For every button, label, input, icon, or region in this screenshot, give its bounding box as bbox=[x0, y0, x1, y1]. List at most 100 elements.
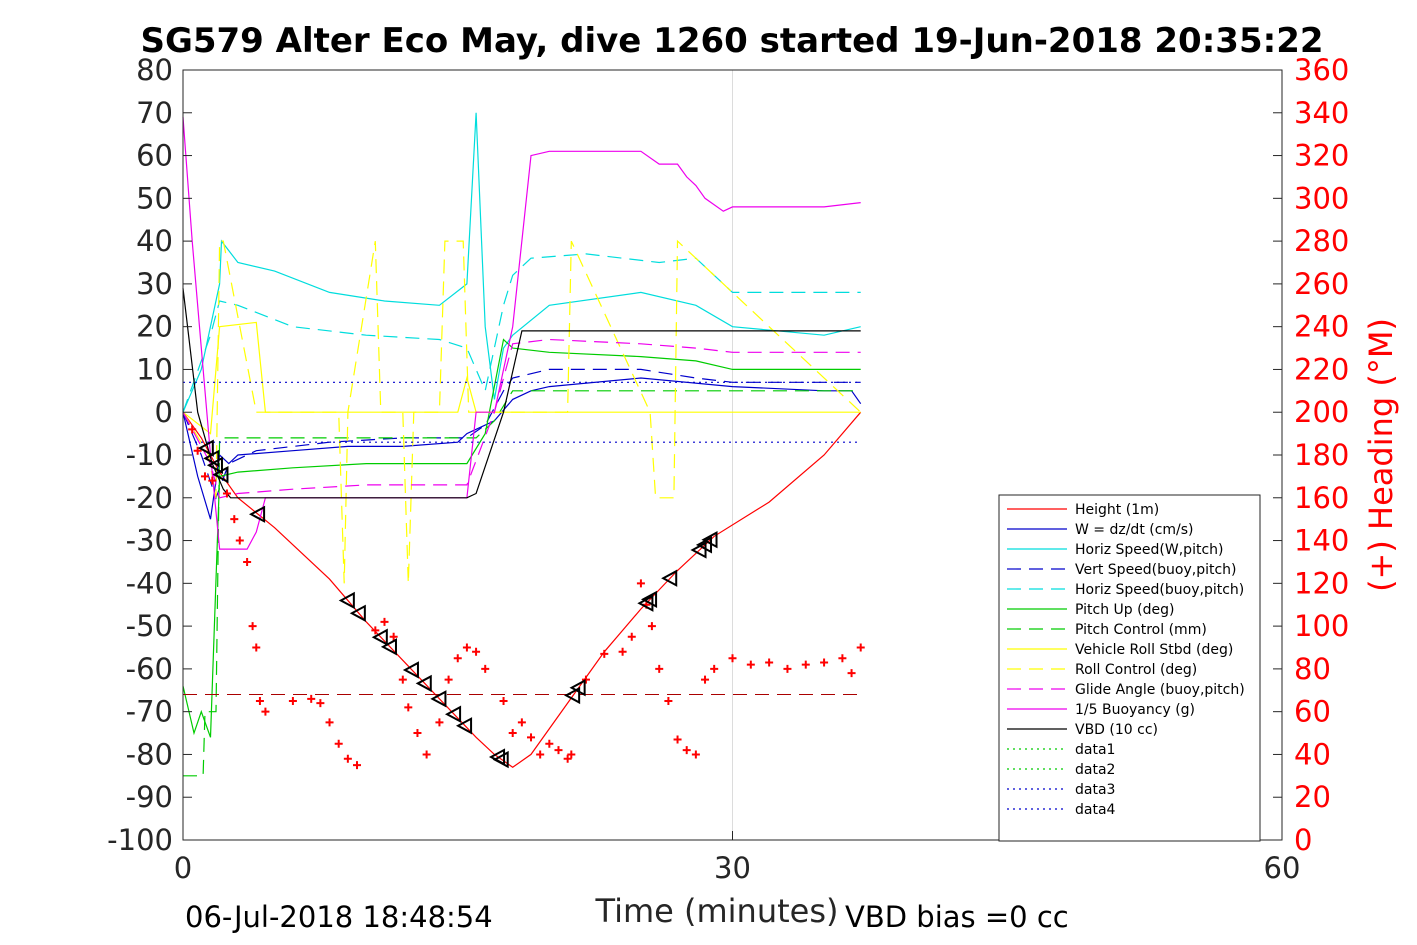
y-tick-label: -60 bbox=[126, 652, 173, 686]
heading-point bbox=[783, 664, 792, 673]
heading-point bbox=[398, 675, 407, 684]
y2-tick-label: 280 bbox=[1294, 224, 1349, 258]
y2-tick-label: 0 bbox=[1294, 823, 1312, 857]
x-tick-label: 0 bbox=[174, 851, 192, 885]
legend-label-data1: data1 bbox=[1075, 742, 1115, 758]
y2-tick-label: 40 bbox=[1294, 737, 1331, 771]
heading-point bbox=[856, 643, 865, 652]
heading-point bbox=[673, 735, 682, 744]
legend-label-vehicle-roll-stbd-deg: Vehicle Roll Stbd (deg) bbox=[1075, 642, 1233, 658]
y2-tick-label: 20 bbox=[1294, 780, 1331, 814]
heading-point bbox=[527, 733, 536, 742]
y2-tick-label: 120 bbox=[1294, 566, 1349, 600]
y-tick-label: 70 bbox=[136, 96, 173, 130]
y-tick-label: -10 bbox=[126, 438, 173, 472]
y2-tick-label: 100 bbox=[1294, 609, 1349, 643]
glide-triangle-marker bbox=[569, 679, 586, 697]
heading-point bbox=[389, 632, 398, 641]
y2-tick-label: 300 bbox=[1294, 181, 1349, 215]
heading-point bbox=[188, 425, 197, 434]
y-tick-label: -30 bbox=[126, 524, 173, 558]
legend-label-height-1m: Height (1m) bbox=[1075, 502, 1159, 518]
legend-label-pitch-control-mm: Pitch Control (mm) bbox=[1075, 622, 1207, 638]
heading-point bbox=[847, 669, 856, 678]
y-tick-label: 30 bbox=[136, 267, 173, 301]
y2-axis-label: (+) Heading (°M) bbox=[1362, 318, 1400, 592]
heading-point bbox=[682, 746, 691, 755]
heading-point bbox=[316, 699, 325, 708]
heading-point bbox=[499, 696, 508, 705]
heading-point bbox=[508, 729, 517, 738]
y2-axis-ticks: 3603403203002802602402202001801601401201… bbox=[1273, 53, 1349, 857]
y-tick-label: -70 bbox=[126, 695, 173, 729]
heading-point bbox=[701, 675, 710, 684]
glide-triangle-marker bbox=[444, 705, 462, 723]
y2-tick-label: 240 bbox=[1294, 310, 1349, 344]
heading-point bbox=[517, 718, 526, 727]
y-tick-label: 80 bbox=[136, 53, 173, 87]
y-tick-label: 10 bbox=[136, 352, 173, 386]
y2-tick-label: 60 bbox=[1294, 695, 1331, 729]
legend-label-horiz-speed-w-pitch: Horiz Speed(W,pitch) bbox=[1075, 542, 1223, 558]
glide-triangle-marker bbox=[212, 466, 229, 484]
y-axis-ticks: 80 70 60 50 40 30 20 10 0 -10 -20 -30 -40 -50 -60 -70 -8… bbox=[107, 53, 192, 857]
series-line-vehicle-roll-stbd-deg bbox=[182, 321, 861, 435]
y2-tick-label: 160 bbox=[1294, 481, 1349, 515]
heading-point bbox=[193, 446, 202, 455]
heading-point bbox=[545, 739, 554, 748]
heading-point bbox=[252, 643, 261, 652]
legend: Height (1m) W = dz/dt (cm/s) Horiz Speed(W… bbox=[998, 494, 1261, 842]
heading-point bbox=[627, 632, 636, 641]
footer-vbd-bias: VBD bias =0 cc bbox=[845, 900, 1069, 934]
y2-tick-label: 320 bbox=[1294, 139, 1349, 173]
glide-triangle-marker bbox=[349, 604, 366, 622]
heading-point bbox=[222, 489, 231, 498]
heading-point bbox=[536, 750, 545, 759]
heading-point bbox=[435, 718, 444, 727]
glide-triangle-marker bbox=[371, 628, 388, 646]
heading-point bbox=[307, 694, 316, 703]
glide-triangle-marker bbox=[197, 439, 214, 457]
x-tick-label: 60 bbox=[1264, 851, 1301, 885]
y-tick-label: 40 bbox=[136, 224, 173, 258]
y-tick-label: -80 bbox=[126, 737, 173, 771]
legend-label-glide-angle-buoy-pitch: Glide Angle (buoy,pitch) bbox=[1075, 682, 1245, 698]
series-layer bbox=[182, 112, 862, 777]
heading-point bbox=[647, 622, 656, 631]
glide-triangle-marker bbox=[701, 531, 718, 549]
heading-point bbox=[481, 664, 490, 673]
series-line-glide-angle-buoy-pitch bbox=[182, 338, 861, 499]
legend-label-vbd-10-cc: VBD (10 cc) bbox=[1075, 722, 1158, 738]
heading-point bbox=[636, 579, 645, 588]
heading-point bbox=[554, 746, 563, 755]
chart-title: SG579 Alter Eco May, dive 1260 started 1… bbox=[140, 21, 1323, 61]
y-tick-label: 20 bbox=[136, 310, 173, 344]
glide-triangle-marker bbox=[338, 591, 355, 610]
glide-triangle-marker bbox=[640, 590, 658, 609]
y2-tick-label: 180 bbox=[1294, 438, 1349, 472]
heading-point bbox=[838, 654, 847, 663]
legend-label-data4: data4 bbox=[1075, 802, 1116, 818]
heading-point bbox=[820, 658, 829, 667]
heading-point bbox=[765, 658, 774, 667]
y-tick-label: -40 bbox=[126, 566, 173, 600]
heading-point bbox=[325, 718, 334, 727]
y-tick-label: 0 bbox=[155, 395, 173, 429]
heading-point bbox=[691, 750, 700, 759]
y2-tick-label: 200 bbox=[1294, 395, 1349, 429]
series-line-roll-control-deg bbox=[182, 239, 862, 584]
heading-point bbox=[334, 739, 343, 748]
y2-tick-label: 360 bbox=[1294, 53, 1349, 87]
heading-point bbox=[462, 643, 471, 652]
heading-point bbox=[380, 617, 389, 626]
heading-point bbox=[472, 647, 481, 656]
heading-point bbox=[600, 649, 609, 658]
x-axis-ticks: 0 30 60 bbox=[174, 831, 1301, 885]
marks-layer bbox=[183, 425, 865, 770]
legend-label-horiz-speed-buoy-pitch: Horiz Speed(buoy,pitch) bbox=[1075, 582, 1244, 598]
heading-point bbox=[243, 557, 252, 566]
legend-box bbox=[998, 494, 1261, 842]
glide-triangle-marker bbox=[203, 449, 220, 468]
glide-triangle-marker bbox=[248, 505, 266, 523]
heading-point bbox=[710, 664, 719, 673]
